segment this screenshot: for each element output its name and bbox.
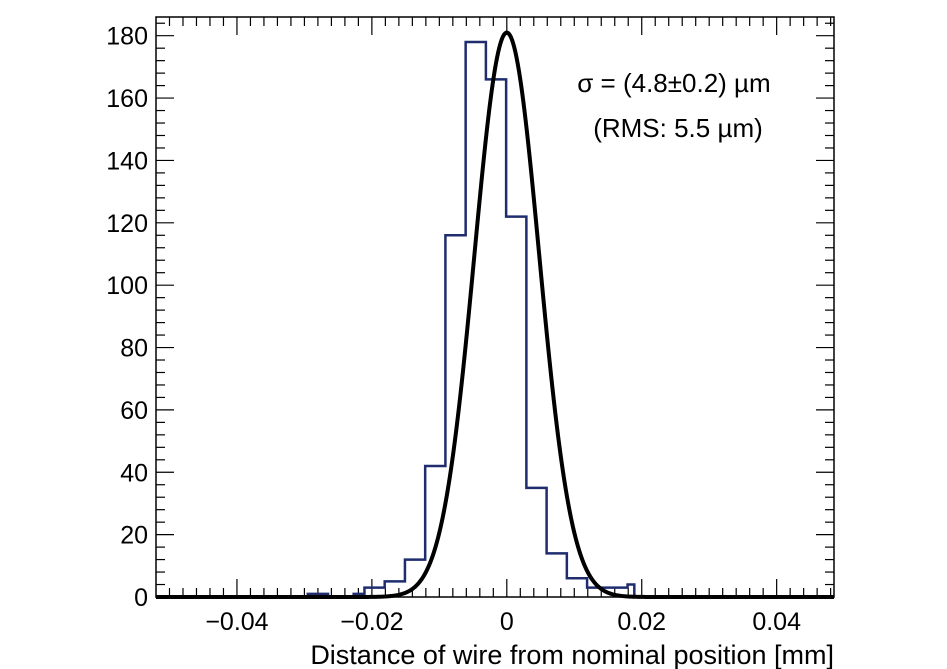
x-tick-label: −0.02 [340, 608, 403, 636]
y-tick-label: 0 [134, 584, 148, 612]
histogram-series [156, 40, 834, 599]
y-tick-label: 160 [106, 85, 148, 113]
rms-annotation: (RMS: 5.5 µm) [593, 113, 763, 143]
y-tick-label: 80 [120, 335, 148, 363]
x-axis-title: Distance of wire from nominal position [… [310, 640, 834, 669]
x-tick-labels: −0.04 −0.02 0 0.02 0.04 [205, 608, 801, 636]
plot-frame [155, 16, 835, 598]
tick-marks [156, 17, 834, 598]
y-tick-label: 140 [106, 147, 148, 175]
x-tick-label: 0 [500, 608, 514, 636]
y-tick-label: 180 [106, 23, 148, 51]
y-tick-label: 120 [106, 210, 148, 238]
y-tick-label: 100 [106, 272, 148, 300]
y-tick-label: 40 [120, 459, 148, 487]
x-tick-label: −0.04 [205, 608, 268, 636]
y-tick-labels: 0 20 40 60 80 100 120 140 160 180 [106, 23, 148, 612]
x-tick-label: 0.02 [617, 608, 666, 636]
y-tick-label: 20 [120, 522, 148, 550]
y-tick-label: 60 [120, 397, 148, 425]
x-tick-label: 0.04 [752, 608, 801, 636]
sigma-annotation: σ = (4.8±0.2) µm [577, 68, 770, 98]
